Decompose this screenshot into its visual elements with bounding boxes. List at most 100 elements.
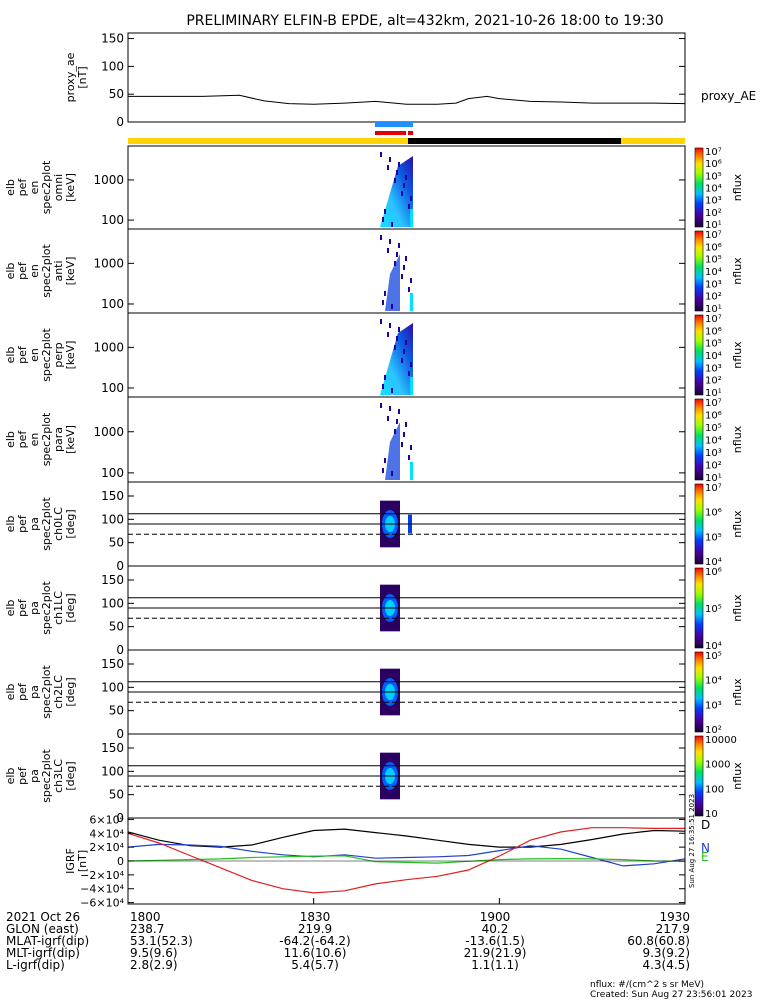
spectrogram-speckle bbox=[389, 406, 391, 411]
y-tick-label: 1000 bbox=[93, 173, 124, 187]
plot-title: PRELIMINARY ELFIN-B EPDE, alt=432km, 202… bbox=[186, 13, 663, 29]
y-axis-label-line: ch0LC bbox=[52, 507, 65, 541]
y-axis-label-line: [deg] bbox=[64, 593, 77, 622]
y-tick-label: 50 bbox=[109, 620, 124, 634]
side-timestamp: Sun Aug 27 16:35:51 2023 bbox=[688, 794, 696, 888]
spectrogram-speckle bbox=[408, 287, 410, 292]
spectrogram-speckle bbox=[391, 471, 393, 476]
igrf-series-line-E bbox=[127, 855, 686, 864]
spectrogram-speckle bbox=[394, 178, 396, 183]
colorbar-tick-label: 10² bbox=[705, 461, 722, 472]
colorbar-tick-label: 10⁶ bbox=[705, 159, 722, 170]
spectrogram-speckle bbox=[403, 432, 405, 437]
spectrogram-speckle bbox=[401, 442, 403, 447]
colorbar bbox=[694, 398, 704, 481]
colorbar-tick-label: 10¹ bbox=[705, 304, 722, 315]
spectrogram-speckle bbox=[389, 157, 391, 162]
y-tick-label: 4×10⁴ bbox=[89, 827, 124, 840]
y-tick-label: −4×10⁴ bbox=[80, 883, 124, 896]
time-axis-value: 1830 bbox=[300, 910, 331, 924]
y-axis-label-line: pef bbox=[16, 514, 29, 533]
spectrogram-speckle bbox=[396, 336, 398, 341]
spectrogram-speckle bbox=[394, 429, 396, 434]
colorbar-tick-label: 10⁶ bbox=[705, 567, 722, 578]
y-axis-label-line: omni bbox=[52, 174, 65, 201]
colorbar-tick-label: 10⁴ bbox=[705, 267, 722, 278]
y-axis-label-line: [nT] bbox=[76, 850, 89, 872]
time-axis-row-label: 2021 Oct 26 bbox=[6, 910, 80, 924]
y-axis-label-line: pef bbox=[16, 345, 29, 364]
spectrogram-strip bbox=[410, 209, 413, 227]
colorbar-tick-label: 10⁷ bbox=[705, 398, 722, 409]
y-tick-label: 50 bbox=[109, 87, 124, 101]
colorbar-tick-label: 1000 bbox=[705, 760, 730, 771]
igrf-series-line-D bbox=[127, 828, 686, 848]
spectrogram-speckle bbox=[384, 209, 386, 214]
time-axis-value: 1900 bbox=[480, 910, 511, 924]
spectrogram-speckle bbox=[394, 261, 396, 266]
spectrogram-speckle bbox=[382, 300, 384, 305]
y-axis-label-line: spec2plot bbox=[40, 412, 53, 466]
time-axis-value: -13.6(1.5) bbox=[465, 934, 525, 948]
spectrogram-speckle bbox=[401, 358, 403, 363]
panel-IGRF: DNE6×10⁴4×10⁴2×10⁴0−2×10⁴−4×10⁴−6×10⁴IGR… bbox=[64, 813, 710, 909]
colorbar-tick-label: 10⁴ bbox=[705, 641, 722, 652]
spectrogram-speckle bbox=[396, 170, 398, 175]
colorbar-tick-label: 10000 bbox=[705, 735, 737, 746]
y-axis-label-line: elb bbox=[4, 431, 17, 448]
y-tick-label: 50 bbox=[109, 788, 124, 802]
spectrogram-speckle bbox=[408, 371, 410, 376]
y-tick-label: 0 bbox=[116, 643, 124, 657]
time-axis-table: 2021 Oct 26 1800 1830 1900 1930 GLON (east) 23… bbox=[6, 898, 690, 972]
y-axis-label-line: pef bbox=[16, 682, 29, 701]
spectrogram-speckle bbox=[410, 445, 412, 450]
y-tick-label: 100 bbox=[101, 381, 124, 395]
footer-units: nflux: #/(cm^2 s sr MeV) bbox=[590, 980, 704, 990]
y-axis-label-line: pef bbox=[16, 261, 29, 280]
colorbar-tick-label: 10⁶ bbox=[705, 242, 722, 253]
spectrogram-speckle bbox=[405, 340, 407, 345]
y-axis-label-line: en bbox=[28, 348, 41, 362]
spectrogram-speckle bbox=[380, 235, 382, 240]
colorbar-tick-label: 100 bbox=[705, 784, 724, 795]
spectrogram-speckle bbox=[403, 183, 405, 188]
colorbar bbox=[694, 314, 704, 396]
y-tick-label: 0 bbox=[116, 727, 124, 741]
y-tick-label: 100 bbox=[101, 466, 124, 480]
spectrogram-speckle bbox=[384, 458, 386, 463]
y-tick-label: 100 bbox=[101, 680, 124, 694]
y-axis-label-line: IGRF bbox=[64, 848, 77, 874]
time-axis-row-label: L-igrf(dip) bbox=[6, 958, 65, 972]
colorbar-tick-label: 10⁵ bbox=[705, 532, 722, 543]
science-zone-blue-bar bbox=[375, 122, 413, 127]
spectrogram-speckle bbox=[389, 323, 391, 328]
y-axis-label-line: ch3LC bbox=[52, 759, 65, 793]
spectrogram-data bbox=[385, 422, 400, 480]
status-bar-black bbox=[408, 138, 621, 144]
spectrogram-strip bbox=[410, 462, 413, 480]
colorbar-tick-label: 10⁴ bbox=[705, 676, 722, 687]
colorbar-tick-label: 10⁷ bbox=[705, 483, 722, 494]
colorbar-tick-label: 10⁴ bbox=[705, 557, 722, 568]
y-axis-label-line: para bbox=[52, 427, 65, 452]
spectrogram-speckle bbox=[408, 455, 410, 460]
spectrogram-speckle bbox=[380, 152, 382, 157]
colorbar-tick-label: 10⁷ bbox=[705, 314, 722, 325]
spectrogram-speckle bbox=[410, 196, 412, 201]
spectrogram-speckle bbox=[398, 327, 400, 332]
time-axis-value: 53.1(52.3) bbox=[130, 934, 193, 948]
y-axis-label-line: anti bbox=[52, 260, 65, 281]
spectrogram-speckle bbox=[394, 345, 396, 350]
time-axis-value: 60.8(60.8) bbox=[627, 934, 690, 948]
y-axis-label-line: elb bbox=[4, 263, 17, 280]
y-axis-label-line: elb bbox=[4, 600, 17, 617]
spectrogram-speckle bbox=[387, 248, 389, 253]
colorbar-tick-label: 10⁶ bbox=[705, 508, 722, 519]
panel-elb-pef-pa-spec2plot-ch2LC: 10² 10³ 10⁴ 10⁵ nflux 0 50 100 150 elb pef pa spec2p… bbox=[4, 649, 744, 741]
colorbar-tick-label: 10² bbox=[705, 292, 722, 303]
colorbar-label: nflux bbox=[731, 762, 744, 790]
y-tick-label: 1000 bbox=[93, 340, 124, 354]
y-axis-label-line: pef bbox=[16, 598, 29, 617]
